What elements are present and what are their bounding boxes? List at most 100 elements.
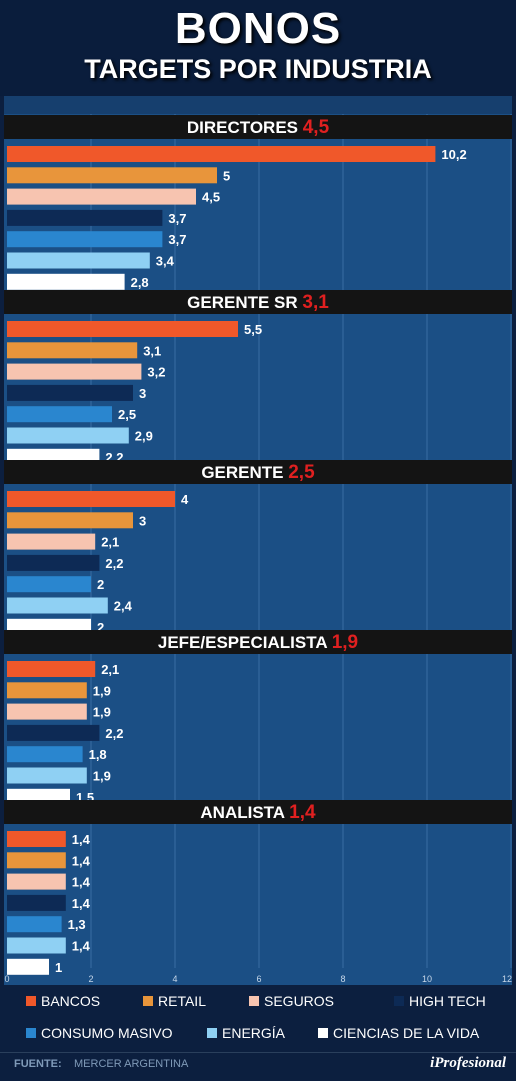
legend-item-bancos: BANCOS — [26, 993, 100, 1009]
legend-label: CONSUMO MASIVO — [41, 1025, 173, 1041]
chart-subtitle: TARGETS POR INDUSTRIA — [84, 54, 432, 84]
data-label: 2,1 — [101, 662, 119, 677]
bar — [7, 146, 436, 162]
data-label: 1,9 — [93, 769, 111, 784]
data-label: 2,9 — [135, 429, 153, 444]
bar — [7, 724, 100, 741]
legend-item-consumo-masivo: CONSUMO MASIVO — [26, 1025, 172, 1041]
legend-swatch — [394, 996, 404, 1006]
legend-item-ciencias-de-la-vida: CIENCIAS DE LA VIDA — [318, 1025, 479, 1041]
brand-logo: iProfesional — [430, 1055, 506, 1071]
data-label: 3,1 — [143, 343, 161, 358]
source-label: FUENTE: — [14, 1058, 62, 1070]
group-average: 1,9 — [332, 632, 358, 653]
group-average: 1,4 — [289, 802, 316, 823]
group-header-bar — [4, 460, 512, 484]
data-label: 2,5 — [118, 407, 136, 422]
group-title: GERENTE 2,5 — [201, 462, 315, 483]
header: BONOS TARGETS POR INDUSTRIA — [0, 0, 516, 96]
data-label: 1,9 — [93, 683, 111, 698]
bar — [7, 852, 66, 869]
legend-item-energia: ENERGÍA — [207, 1025, 285, 1041]
x-tick-label: 8 — [340, 974, 345, 984]
top-band — [4, 96, 512, 114]
bar — [7, 767, 87, 784]
bar — [7, 384, 133, 401]
data-label: 2 — [97, 577, 104, 592]
bar — [7, 342, 138, 359]
data-label: 3 — [139, 513, 146, 528]
legend-item-high-tech: HIGH TECH — [394, 993, 486, 1009]
data-label: 4 — [181, 492, 189, 507]
data-label: 5,5 — [244, 322, 262, 337]
data-label: 3,2 — [147, 365, 165, 380]
x-tick-label: 0 — [4, 974, 9, 984]
legend-label: SEGUROS — [264, 993, 335, 1009]
footer: FUENTE: MERCER ARGENTINA iProfesional — [0, 1052, 516, 1081]
group-average: 4,5 — [303, 117, 330, 138]
x-tick-label: 10 — [422, 974, 432, 984]
data-label: 2,4 — [114, 599, 133, 614]
group-title: ANALISTA 1,4 — [200, 802, 316, 823]
bar — [7, 682, 87, 699]
bar — [7, 576, 91, 593]
bar — [7, 746, 83, 763]
data-label: 1,4 — [72, 832, 91, 847]
group-title: DIRECTORES 4,5 — [187, 117, 330, 138]
data-label: 3,7 — [168, 211, 186, 226]
bar — [7, 321, 238, 337]
bar — [7, 533, 96, 550]
bar — [7, 252, 150, 269]
data-label: 2 — [97, 620, 104, 635]
bar — [7, 873, 66, 890]
legend-swatch — [249, 996, 259, 1006]
x-tick-label: 6 — [256, 974, 261, 984]
group-title: JEFE/ESPECIALISTA 1,9 — [158, 632, 358, 653]
group-header-bar — [4, 290, 512, 314]
data-label: 1,4 — [72, 896, 91, 911]
data-label: 1,4 — [72, 939, 91, 954]
group-header-bar — [4, 630, 512, 654]
data-label: 3 — [139, 386, 146, 401]
data-label: 1,9 — [93, 705, 111, 720]
legend-label: HIGH TECH — [409, 993, 486, 1009]
bar — [7, 363, 142, 380]
bar — [7, 167, 217, 184]
group-average: 2,5 — [288, 462, 315, 483]
bar — [7, 937, 66, 954]
chart-title: BONOS — [174, 4, 342, 53]
data-label: 2,8 — [131, 275, 149, 290]
bar — [7, 273, 125, 290]
legend-label: ENERGÍA — [222, 1025, 286, 1041]
x-tick-label: 4 — [172, 974, 177, 984]
data-label: 3,7 — [168, 232, 186, 247]
legend-swatch — [143, 996, 153, 1006]
legend-label: CIENCIAS DE LA VIDA — [333, 1025, 480, 1041]
legend-swatch — [26, 996, 36, 1006]
data-label: 2,1 — [101, 535, 119, 550]
group-name: GERENTE — [201, 463, 288, 482]
legend-swatch — [207, 1028, 217, 1038]
bar — [7, 916, 62, 933]
bar — [7, 231, 163, 248]
group-name: JEFE/ESPECIALISTA — [158, 633, 332, 652]
bar — [7, 894, 66, 911]
data-label: 1,4 — [72, 875, 91, 890]
group-header-bar — [4, 800, 512, 824]
data-label: 1,3 — [68, 917, 86, 932]
group-name: GERENTE SR — [187, 293, 302, 312]
bar — [7, 512, 133, 529]
legend-swatch — [318, 1028, 328, 1038]
data-label: 2,2 — [105, 726, 123, 741]
bar — [7, 491, 175, 507]
bar — [7, 554, 100, 571]
data-label: 10,2 — [441, 147, 466, 162]
bar — [7, 406, 112, 423]
data-label: 3,4 — [156, 254, 175, 269]
x-tick-label: 12 — [502, 974, 512, 984]
legend: BANCOS RETAIL SEGUROS HIGH TECH CONSUMO … — [0, 985, 516, 1051]
group-header-bar — [4, 115, 512, 139]
legend-item-retail: RETAIL — [143, 993, 206, 1009]
